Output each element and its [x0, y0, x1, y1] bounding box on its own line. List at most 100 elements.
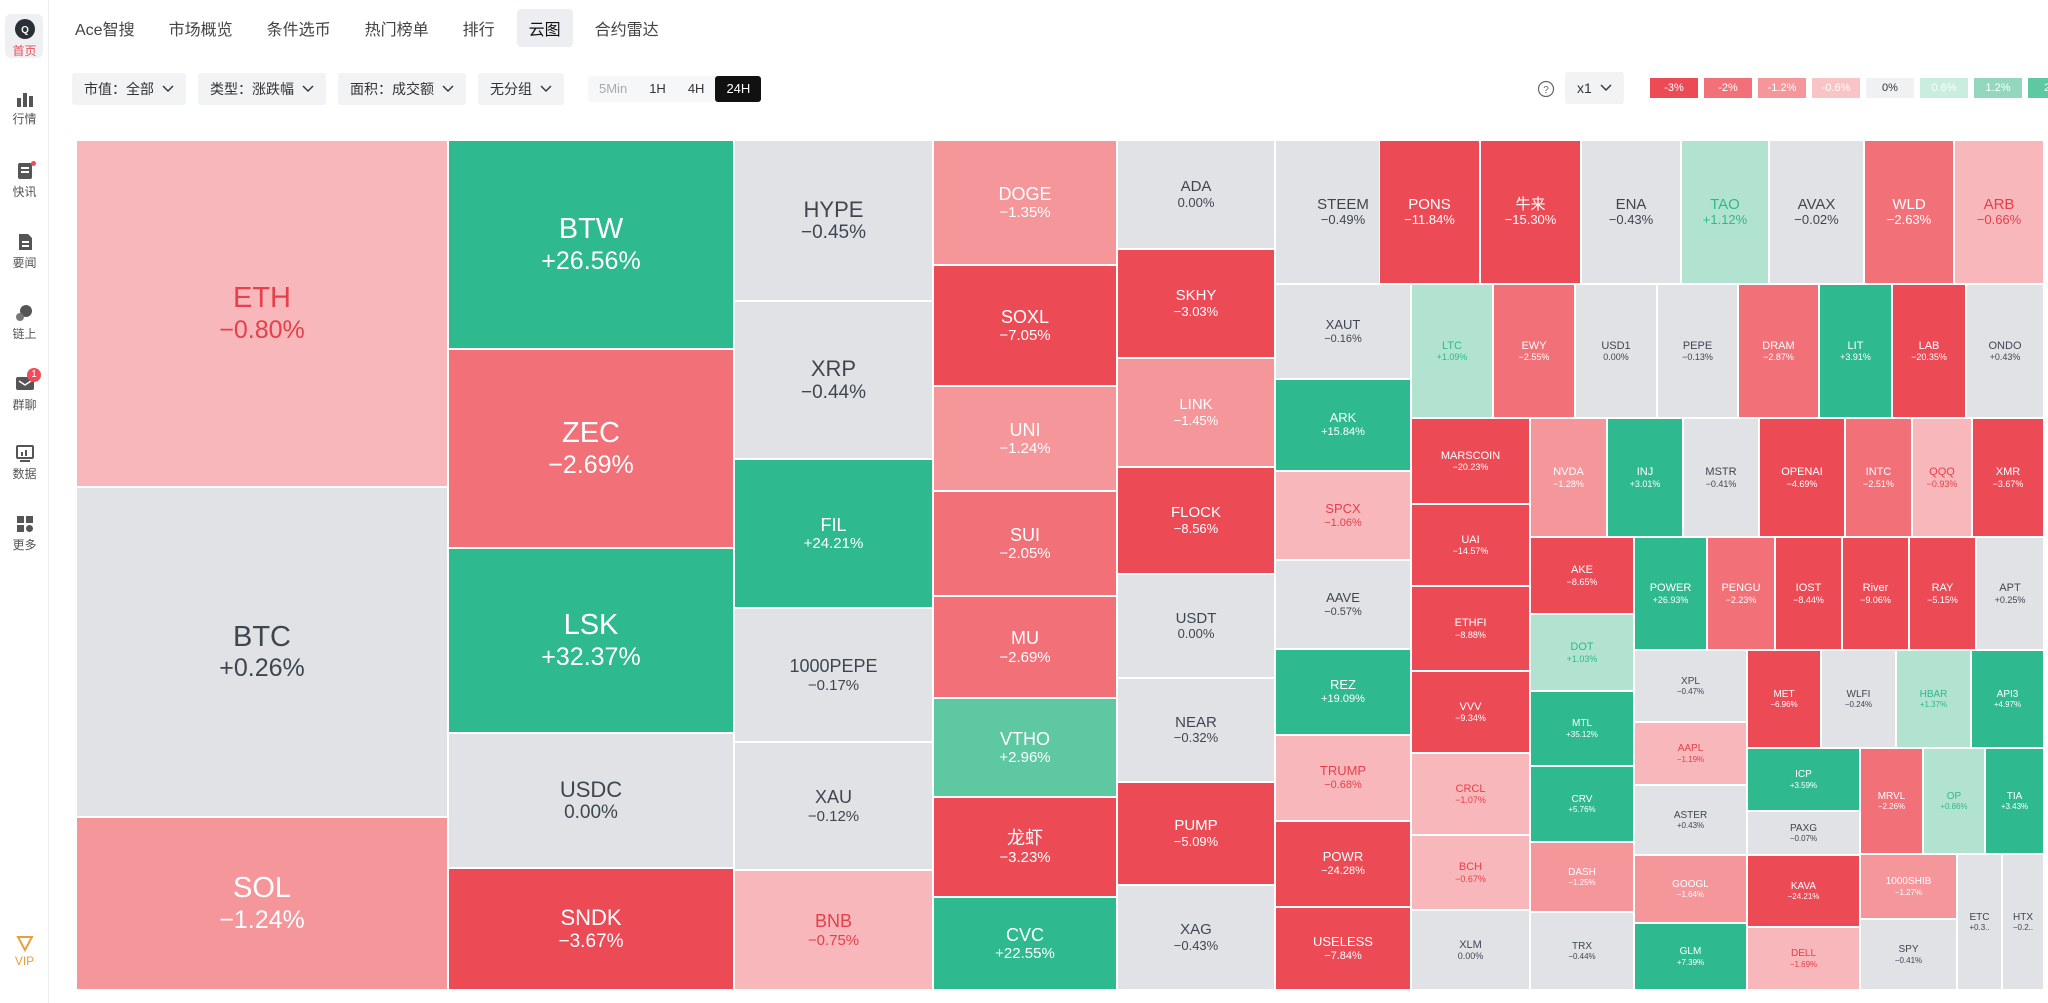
- market-cap-dropdown[interactable]: 市值：全部: [72, 73, 186, 105]
- treemap-cell[interactable]: TRUMP −0.68%: [1275, 735, 1411, 821]
- treemap-cell[interactable]: USELESS −7.84%: [1275, 907, 1411, 990]
- type-dropdown[interactable]: 类型：涨跌幅: [198, 73, 326, 105]
- treemap-cell[interactable]: SOL −1.24%: [76, 817, 448, 990]
- treemap-cell[interactable]: PONS −11.84%: [1379, 140, 1480, 284]
- treemap-cell[interactable]: LSK +32.37%: [448, 548, 734, 733]
- treemap-cell[interactable]: POWER +26.93%: [1634, 537, 1707, 650]
- treemap-cell[interactable]: WLD −2.63%: [1864, 140, 1954, 284]
- sidebar-item-news[interactable]: 要闻: [0, 232, 49, 271]
- treemap-cell[interactable]: DRAM −2.87%: [1738, 284, 1819, 418]
- sidebar-item-chat[interactable]: 1 群聊: [0, 368, 49, 413]
- treemap-cell[interactable]: PAXG −0.07%: [1747, 811, 1860, 855]
- treemap-cell[interactable]: NVDA −1.28%: [1530, 418, 1607, 537]
- treemap-cell[interactable]: FIL +24.21%: [734, 459, 933, 608]
- treemap-cell[interactable]: NEAR −0.32%: [1117, 678, 1275, 782]
- treemap-cell[interactable]: LTC +1.09%: [1411, 284, 1493, 418]
- treemap-cell[interactable]: SPY −0.41%: [1860, 919, 1957, 990]
- timeframe-1h[interactable]: 1H: [649, 81, 666, 96]
- group-dropdown[interactable]: 无分组: [478, 73, 564, 105]
- treemap-cell[interactable]: VVV −9.34%: [1411, 671, 1530, 753]
- treemap-cell[interactable]: CRV +5.76%: [1530, 766, 1634, 842]
- treemap-cell[interactable]: HBAR +1.37%: [1896, 650, 1971, 748]
- treemap-cell[interactable]: USD1 0.00%: [1575, 284, 1657, 418]
- treemap-cell[interactable]: MTL +35.12%: [1530, 691, 1634, 766]
- treemap-cell[interactable]: INJ +3.01%: [1607, 418, 1683, 537]
- treemap-cell[interactable]: XPL −0.47%: [1634, 650, 1747, 722]
- treemap-cell[interactable]: KAVA −24.21%: [1747, 855, 1860, 927]
- treemap-cell[interactable]: LINK −1.45%: [1117, 358, 1275, 467]
- treemap-cell[interactable]: River −9.06%: [1842, 537, 1909, 650]
- treemap-cell[interactable]: TRX −0.44%: [1530, 912, 1634, 990]
- treemap-cell[interactable]: XAUT −0.16%: [1275, 284, 1411, 379]
- sidebar-item-more[interactable]: 更多: [0, 514, 49, 553]
- treemap-cell[interactable]: BNB −0.75%: [734, 870, 933, 990]
- treemap-cell[interactable]: USDT 0.00%: [1117, 574, 1275, 678]
- treemap-cell[interactable]: IOST −8.44%: [1775, 537, 1842, 650]
- treemap-cell[interactable]: PUMP −5.09%: [1117, 782, 1275, 885]
- treemap-cell[interactable]: ADA 0.00%: [1117, 140, 1275, 249]
- treemap-cell[interactable]: ARB −0.66%: [1954, 140, 2044, 284]
- sidebar-item-vip[interactable]: VIP: [0, 934, 49, 968]
- treemap-cell[interactable]: OP +0.86%: [1923, 748, 1985, 854]
- treemap-cell[interactable]: XMR −3.67%: [1972, 418, 2044, 537]
- treemap-cell[interactable]: SKHY −3.03%: [1117, 249, 1275, 358]
- treemap-cell[interactable]: BTW +26.56%: [448, 140, 734, 349]
- treemap-cell[interactable]: CVC +22.55%: [933, 897, 1117, 990]
- treemap-cell[interactable]: SPCX −1.06%: [1275, 471, 1411, 560]
- treemap-cell[interactable]: DOT +1.03%: [1530, 614, 1634, 691]
- treemap-cell[interactable]: GOOGL −1.64%: [1634, 855, 1747, 923]
- treemap-cell[interactable]: OPENAI −4.69%: [1759, 418, 1845, 537]
- sidebar-item-market[interactable]: 行情: [0, 90, 49, 127]
- treemap-cell[interactable]: MET −6.96%: [1747, 650, 1821, 748]
- treemap-cell[interactable]: SOXL −7.05%: [933, 265, 1117, 386]
- treemap-cell[interactable]: AVAX −0.02%: [1769, 140, 1864, 284]
- treemap-cell[interactable]: XLM 0.00%: [1411, 910, 1530, 990]
- treemap-cell[interactable]: CRCL −1.07%: [1411, 753, 1530, 835]
- treemap-cell[interactable]: HYPE −0.45%: [734, 140, 933, 301]
- timeframe-24h[interactable]: 24H: [715, 76, 762, 102]
- treemap-cell[interactable]: USDC 0.00%: [448, 733, 734, 868]
- treemap-cell[interactable]: VTHO +2.96%: [933, 698, 1117, 797]
- treemap-cell[interactable]: ETHFI −8.88%: [1411, 586, 1530, 671]
- treemap-cell[interactable]: APT +0.25%: [1976, 537, 2044, 650]
- treemap-cell[interactable]: XAG −0.43%: [1117, 885, 1275, 990]
- sidebar-item-data[interactable]: 数据: [0, 443, 49, 482]
- treemap-cell[interactable]: ETC +0.3..: [1957, 854, 2002, 990]
- treemap-cell[interactable]: QQQ −0.93%: [1912, 418, 1972, 537]
- treemap-cell[interactable]: GLM +7.39%: [1634, 923, 1747, 990]
- treemap-cell[interactable]: POWR −24.28%: [1275, 821, 1411, 907]
- treemap-cell[interactable]: 1000SHIB −1.27%: [1860, 854, 1957, 919]
- treemap-cell[interactable]: BTC +0.26%: [76, 487, 448, 817]
- treemap-cell[interactable]: ASTER +0.43%: [1634, 785, 1747, 855]
- treemap-cell[interactable]: SUI −2.05%: [933, 491, 1117, 596]
- treemap-cell[interactable]: TIA +3.43%: [1985, 748, 2044, 854]
- treemap-cell[interactable]: DELL −1.69%: [1747, 927, 1860, 990]
- treemap-cell[interactable]: MARSCOIN −20.23%: [1411, 418, 1530, 504]
- treemap-cell[interactable]: MU −2.69%: [933, 596, 1117, 698]
- treemap-cell[interactable]: DASH −1.25%: [1530, 842, 1634, 912]
- treemap-cell[interactable]: 1000PEPE −0.17%: [734, 608, 933, 742]
- area-dropdown[interactable]: 面积：成交额: [338, 73, 466, 105]
- treemap-cell[interactable]: RAY −5.15%: [1909, 537, 1976, 650]
- tab-heatmap[interactable]: 云图: [516, 9, 573, 47]
- tab-contract-radar[interactable]: 合约雷达: [594, 22, 659, 39]
- timeframe-4h[interactable]: 4H: [687, 81, 705, 96]
- sidebar-item-flash[interactable]: 快讯: [0, 161, 49, 200]
- treemap-cell[interactable]: AAVE −0.57%: [1275, 560, 1411, 649]
- treemap-cell[interactable]: DOGE −1.35%: [933, 140, 1117, 265]
- treemap-cell[interactable]: UAI −14.57%: [1411, 504, 1530, 586]
- treemap-cell[interactable]: LIT +3.91%: [1819, 284, 1892, 418]
- tab-ranking[interactable]: 排行: [462, 22, 495, 39]
- treemap-cell[interactable]: REZ +19.09%: [1275, 649, 1411, 735]
- treemap-cell[interactable]: AAPL −1.19%: [1634, 722, 1747, 785]
- help-icon[interactable]: ?: [1537, 80, 1555, 98]
- treemap-cell[interactable]: INTC −2.51%: [1845, 418, 1912, 537]
- tab-coin-screener[interactable]: 条件选币: [266, 22, 331, 39]
- treemap-cell[interactable]: BCH −0.67%: [1411, 835, 1530, 910]
- treemap-cell[interactable]: ARK +15.84%: [1275, 379, 1411, 471]
- treemap-cell[interactable]: AKE −8.65%: [1530, 537, 1634, 614]
- treemap-cell[interactable]: 牛来 −15.30%: [1480, 140, 1581, 284]
- treemap-cell[interactable]: PENGU −2.23%: [1707, 537, 1775, 650]
- treemap-cell[interactable]: WLFI −0.24%: [1821, 650, 1896, 748]
- treemap-cell[interactable]: PEPE −0.13%: [1657, 284, 1738, 418]
